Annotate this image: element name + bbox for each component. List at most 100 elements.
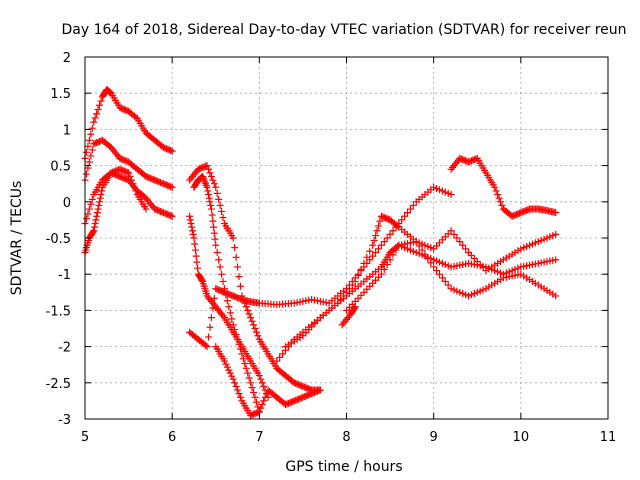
x-tick-label: 6: [168, 430, 176, 445]
data-point: [257, 404, 265, 412]
x-tick-label: 9: [430, 430, 438, 445]
x-tick-label: 7: [255, 430, 263, 445]
data-point: [235, 390, 243, 398]
data-point: [231, 244, 239, 252]
data-point: [377, 241, 385, 249]
data-point: [228, 372, 236, 380]
data-point: [453, 234, 461, 242]
data-point: [254, 408, 262, 416]
y-tick-label: -3: [58, 413, 71, 428]
data-point: [191, 246, 199, 254]
data-point: [92, 216, 100, 224]
y-tick-label: -1: [58, 268, 71, 283]
data-point: [372, 232, 380, 240]
data-point: [215, 256, 223, 264]
y-tick-label: -0.5: [46, 232, 71, 247]
data-point: [334, 299, 342, 307]
data-point: [383, 261, 391, 269]
data-point: [167, 183, 175, 191]
data-point: [244, 369, 252, 377]
data-point: [87, 130, 95, 138]
data-point: [380, 265, 388, 273]
data-point: [97, 97, 105, 105]
data-point: [252, 328, 260, 336]
data-point: [210, 180, 218, 188]
data-point: [498, 201, 506, 209]
data-point: [380, 238, 388, 246]
data-point: [125, 169, 133, 177]
data-point: [250, 388, 258, 396]
data-point: [245, 374, 253, 382]
data-point: [360, 259, 368, 267]
y-tick-label: 2: [63, 51, 71, 66]
series-track-h: [186, 183, 455, 351]
data-point: [372, 248, 380, 256]
data-point: [491, 183, 499, 191]
data-marks: [81, 86, 560, 419]
series-track-l: [343, 227, 560, 314]
data-point: [207, 201, 215, 209]
data-point: [225, 303, 233, 311]
data-point: [187, 220, 195, 228]
data-point: [216, 201, 224, 209]
data-point: [96, 198, 104, 206]
data-point: [85, 136, 93, 144]
data-point: [250, 321, 258, 329]
y-axis-title: SDTVAR / TECUs: [9, 181, 25, 296]
data-point: [222, 360, 230, 368]
data-point: [142, 205, 150, 213]
data-point: [231, 379, 239, 387]
data-point: [88, 146, 96, 154]
data-point: [232, 253, 240, 261]
series-track-e: [186, 162, 324, 394]
data-point: [242, 364, 250, 372]
data-point: [208, 211, 216, 219]
data-point: [261, 393, 269, 401]
data-point: [350, 304, 358, 312]
data-point: [552, 209, 560, 217]
data-point: [198, 276, 206, 284]
data-point: [225, 366, 233, 374]
data-point: [202, 341, 210, 349]
y-tick-label: 1: [63, 123, 71, 138]
data-point: [90, 227, 98, 235]
data-point: [123, 168, 131, 176]
data-point: [94, 205, 102, 213]
data-point: [376, 217, 384, 225]
data-point: [552, 256, 560, 264]
data-point: [430, 263, 438, 271]
data-point: [206, 323, 214, 331]
data-point: [406, 205, 414, 213]
data-point: [234, 263, 242, 271]
data-point: [401, 212, 409, 220]
data-point: [236, 393, 244, 401]
data-point: [273, 357, 281, 365]
data-point: [492, 187, 500, 195]
data-point: [229, 234, 237, 242]
data-point: [226, 369, 234, 377]
data-point: [456, 238, 464, 246]
data-point: [206, 169, 214, 177]
data-point: [377, 270, 385, 278]
data-point: [348, 281, 356, 289]
data-point: [204, 191, 212, 199]
data-point: [210, 223, 218, 231]
data-point: [229, 375, 237, 383]
data-point: [552, 292, 560, 300]
data-point: [98, 187, 106, 195]
data-point: [248, 317, 256, 325]
data-point: [203, 162, 211, 170]
data-point: [255, 372, 263, 380]
data-point: [223, 297, 231, 305]
series-track-b: [81, 136, 176, 191]
data-point: [398, 216, 406, 224]
data-point: [168, 183, 176, 191]
data-point: [234, 386, 242, 394]
data-point: [226, 309, 234, 317]
data-point: [450, 230, 458, 238]
data-point: [212, 183, 220, 191]
y-tick-labels: 2 1.5 1 0.5 0 -0.5 -1 -1.5 -2 -2.5 -3: [46, 51, 71, 428]
data-point: [93, 212, 101, 220]
data-point: [168, 212, 176, 220]
data-point: [129, 180, 137, 188]
